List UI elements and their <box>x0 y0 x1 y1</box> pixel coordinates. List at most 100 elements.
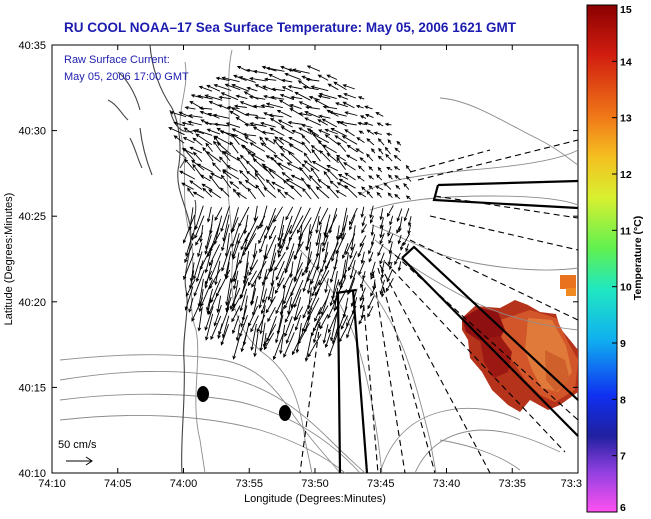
current-vector <box>199 174 211 182</box>
current-vector <box>220 92 239 101</box>
current-vector <box>375 111 384 117</box>
current-vector <box>288 143 303 153</box>
radar-site-marker <box>197 386 209 402</box>
current-vector <box>310 167 320 179</box>
current-vector <box>263 165 275 179</box>
current-vector <box>240 305 248 328</box>
current-vector <box>282 271 293 289</box>
current-vector <box>263 94 277 100</box>
colorbar-tick-label: 13 <box>620 113 632 125</box>
current-vector <box>221 243 232 272</box>
current-vector <box>342 101 355 109</box>
current-vector <box>282 278 294 305</box>
current-vector <box>253 331 259 358</box>
current-vector <box>346 314 355 339</box>
current-vector <box>254 172 267 189</box>
current-vector <box>207 113 220 119</box>
current-vector <box>346 144 358 153</box>
current-vector <box>293 241 304 260</box>
current-vector <box>397 261 402 272</box>
current-vector <box>394 252 401 266</box>
current-vector <box>267 280 275 301</box>
current-vector <box>235 324 241 342</box>
current-vector <box>206 84 221 92</box>
current-vector <box>277 216 285 242</box>
current-vector <box>317 94 331 99</box>
current-vector <box>341 135 358 145</box>
current-vector <box>407 224 412 235</box>
current-vector <box>322 144 337 154</box>
current-vector <box>250 315 259 333</box>
current-vector <box>344 172 356 181</box>
current-vector <box>194 129 213 136</box>
current-vector <box>307 183 320 199</box>
current-vector <box>204 270 213 286</box>
current-vector <box>387 192 393 198</box>
current-vector <box>334 135 348 144</box>
current-vector <box>254 169 266 181</box>
current-vector <box>385 277 394 293</box>
current-vector <box>206 128 221 135</box>
current-vector <box>311 160 329 171</box>
current-vector <box>379 208 384 221</box>
current-vector <box>173 121 186 127</box>
current-vector <box>311 133 330 144</box>
current-vector <box>274 277 285 295</box>
current-vector <box>244 123 257 127</box>
current-vector <box>240 144 256 155</box>
current-vector <box>184 106 196 110</box>
current-vector <box>380 286 385 298</box>
y-tick-label: 40:20 <box>18 297 46 309</box>
current-vector <box>267 306 276 323</box>
current-vector <box>339 120 357 126</box>
current-vector <box>284 287 295 310</box>
current-vector <box>349 243 356 260</box>
current-vector <box>319 313 329 330</box>
current-vector <box>355 104 364 109</box>
current-vector <box>304 117 322 126</box>
current-vector <box>224 83 241 91</box>
colorbar-tick-label: 8 <box>620 394 626 406</box>
current-vector <box>239 169 249 181</box>
current-vector <box>378 147 384 155</box>
current-vector <box>293 262 304 281</box>
current-vector <box>270 156 284 171</box>
current-vector <box>366 153 374 162</box>
current-vector <box>357 165 365 172</box>
current-vector <box>374 185 384 191</box>
current-vector <box>310 85 329 92</box>
x-tick-label: 74:00 <box>170 478 198 490</box>
current-vector <box>369 205 374 219</box>
current-vector <box>229 141 239 154</box>
current-vector <box>284 250 295 274</box>
colorbar-tick-label: 12 <box>620 169 632 181</box>
current-vector <box>357 121 366 126</box>
current-vector <box>329 259 338 284</box>
current-vector <box>192 137 203 146</box>
current-vector <box>273 154 284 162</box>
current-vector <box>387 250 392 266</box>
current-vector <box>276 109 292 118</box>
current-vector <box>298 127 313 135</box>
x-axis-ticks: 74:10 74:05 74:00 73:55 73:50 73:45 73:40 73:35… <box>38 45 582 490</box>
current-vector <box>264 260 276 281</box>
current-vector <box>255 184 265 197</box>
current-vector <box>396 140 402 146</box>
current-vector <box>291 129 304 136</box>
current-vector <box>329 313 338 342</box>
map-title: RU COOL NOAA–17 Sea Surface Temperature:… <box>64 20 516 35</box>
current-vector <box>315 224 322 247</box>
current-vector <box>370 270 375 280</box>
current-vector <box>237 225 248 245</box>
current-vector <box>192 191 205 199</box>
current-vector <box>324 278 329 294</box>
current-vector <box>233 104 247 109</box>
current-vector <box>279 324 286 355</box>
current-vector <box>190 94 204 99</box>
current-vector <box>287 151 302 164</box>
current-vector <box>213 122 230 127</box>
current-vector <box>384 146 391 155</box>
current-vector <box>214 207 223 222</box>
current-vector <box>291 332 304 356</box>
current-vector <box>197 242 203 258</box>
